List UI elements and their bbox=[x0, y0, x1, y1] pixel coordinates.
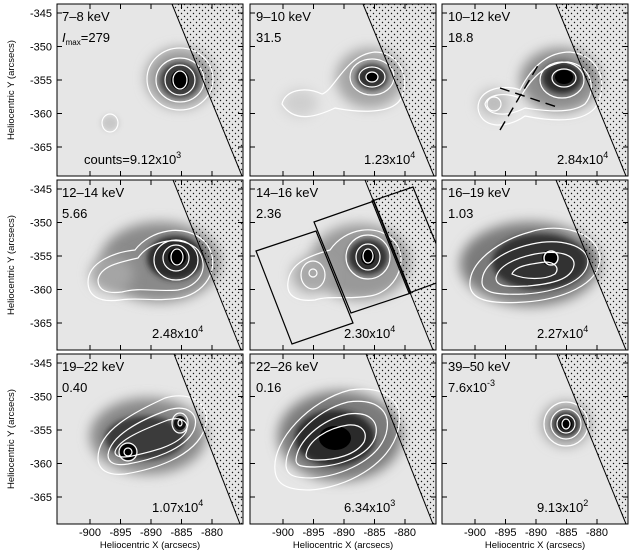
panel-1-energy: 7–8 keV bbox=[62, 9, 110, 24]
panel-6: 16–19 keV 1.03 2.27x104 bbox=[441, 179, 629, 351]
counts-prefix: counts= bbox=[84, 152, 130, 167]
panel-6-energy: 16–19 keV bbox=[448, 185, 510, 200]
panel-2: 9–10 keV 31.5 1.23x104 bbox=[249, 3, 437, 177]
y-tick-label: -345 bbox=[30, 184, 52, 196]
svg-text:1.23x104: 1.23x104 bbox=[364, 150, 415, 167]
imax-symbol: I bbox=[62, 30, 66, 45]
y-axis-label: Heliocentric Y (arcsecs) bbox=[6, 215, 17, 315]
x-axis-label: Heliocentric X (arcsecs) bbox=[293, 540, 393, 550]
svg-text:2.84x104: 2.84x104 bbox=[557, 150, 608, 167]
y-tick-label: -365 bbox=[30, 318, 52, 330]
y-tick-label: -355 bbox=[30, 75, 52, 87]
x-tick-label: -900 bbox=[272, 527, 294, 539]
panel-7-energy: 19–22 keV bbox=[62, 359, 124, 374]
panel-1-counts-exp: 3 bbox=[176, 150, 181, 160]
panel-3-counts: 2.84x10 bbox=[557, 152, 603, 167]
y-tick-label: -345 bbox=[30, 8, 52, 20]
panel-8-counts-exp: 3 bbox=[390, 498, 395, 508]
panel-3-imax: 18.8 bbox=[448, 30, 473, 45]
panel-8-energy: 22–26 keV bbox=[256, 359, 318, 374]
panel-8: 22–26 keV 0.16 6.34x103 bbox=[249, 353, 437, 525]
imax-subscript: max bbox=[66, 38, 81, 47]
panel-7-counts: 1.07x10 bbox=[152, 500, 198, 515]
y-tick-label: -360 bbox=[30, 109, 52, 121]
y-axis-label: Heliocentric Y (arcsecs) bbox=[6, 40, 17, 140]
panel-4: 12–14 keV 5.66 2.48x104 bbox=[56, 179, 244, 351]
panel-4-counts-exp: 4 bbox=[198, 324, 203, 334]
panel-5: 14–16 keV 2.36 2.30x104 bbox=[249, 179, 437, 351]
panel-9-counts: 9.13x10 bbox=[537, 500, 583, 515]
y-tick-label: -355 bbox=[30, 425, 52, 437]
panel-2-imax: 31.5 bbox=[256, 30, 281, 45]
x-tick-label: -885 bbox=[170, 527, 192, 539]
x-tick-label: -895 bbox=[302, 527, 324, 539]
svg-text:counts=9.12x103: counts=9.12x103 bbox=[84, 150, 181, 167]
panel-6-counts: 2.27x10 bbox=[537, 326, 583, 341]
panel-9-imax-exp: -3 bbox=[487, 378, 495, 388]
y-tick-label: -345 bbox=[30, 358, 52, 370]
y-tick-label: -355 bbox=[30, 251, 52, 263]
x-tick-label: -895 bbox=[109, 527, 131, 539]
panel-5-counts-exp: 4 bbox=[390, 324, 395, 334]
x-axis-label: Heliocentric X (arcsecs) bbox=[485, 540, 585, 550]
x-tick-label: -890 bbox=[140, 527, 162, 539]
x-tick-label: -880 bbox=[201, 527, 223, 539]
svg-text:2.27x104: 2.27x104 bbox=[537, 324, 588, 341]
panel-3-counts-exp: 4 bbox=[603, 150, 608, 160]
y-tick-label: -365 bbox=[30, 142, 52, 154]
panel-1-imax: 279 bbox=[88, 30, 110, 45]
panel-6-imax: 1.03 bbox=[448, 206, 473, 221]
x-tick-label: -900 bbox=[79, 527, 101, 539]
panel-7: 19–22 keV 0.40 1.07x104 bbox=[56, 353, 244, 525]
y-tick-label: -365 bbox=[30, 492, 52, 504]
svg-text:1.07x104: 1.07x104 bbox=[152, 498, 203, 515]
svg-text:2.30x104: 2.30x104 bbox=[344, 324, 395, 341]
x-axis-label: Heliocentric X (arcsecs) bbox=[100, 540, 200, 550]
x-tick-label: -900 bbox=[464, 527, 486, 539]
panel-8-counts: 6.34x10 bbox=[344, 500, 390, 515]
panel-3: 10–12 keV 18.8 2.84x104 bbox=[441, 3, 629, 177]
y-tick-label: -350 bbox=[30, 42, 52, 54]
panel-9-imax: 7.6x10 bbox=[448, 380, 487, 395]
panel-5-energy: 14–16 keV bbox=[256, 185, 318, 200]
panel-4-energy: 12–14 keV bbox=[62, 185, 124, 200]
panel-5-imax: 2.36 bbox=[256, 206, 281, 221]
panel-1-counts: 9.12x10 bbox=[130, 152, 176, 167]
y-tick-label: -360 bbox=[30, 285, 52, 297]
panel-7-counts-exp: 4 bbox=[198, 498, 203, 508]
axes: -345 -350 -355 -360 -365 Heliocentric Y (arcs… bbox=[6, 4, 628, 550]
panel-9-energy: 39–50 keV bbox=[448, 359, 510, 374]
panel-4-imax: 5.66 bbox=[62, 206, 87, 221]
panel-5-counts: 2.30x10 bbox=[344, 326, 390, 341]
x-tick-label: -890 bbox=[525, 527, 547, 539]
svg-text:7.6x10-3: 7.6x10-3 bbox=[448, 378, 495, 395]
x-tick-label: -880 bbox=[394, 527, 416, 539]
panel-8-imax: 0.16 bbox=[256, 380, 281, 395]
x-tick-label: -885 bbox=[363, 527, 385, 539]
panel-7-imax: 0.40 bbox=[62, 380, 87, 395]
svg-text:6.34x103: 6.34x103 bbox=[344, 498, 395, 515]
y-tick-label: -350 bbox=[30, 392, 52, 404]
x-tick-label: -895 bbox=[494, 527, 516, 539]
svg-text:2.48x104: 2.48x104 bbox=[152, 324, 203, 341]
panel-9: 39–50 keV 7.6x10-3 9.13x102 bbox=[441, 353, 629, 525]
y-tick-label: -360 bbox=[30, 459, 52, 471]
panel-6-counts-exp: 4 bbox=[583, 324, 588, 334]
svg-text:9.13x102: 9.13x102 bbox=[537, 498, 588, 515]
y-tick-label: -350 bbox=[30, 218, 52, 230]
panel-2-counts: 1.23x10 bbox=[364, 152, 410, 167]
panel-4-counts: 2.48x10 bbox=[152, 326, 198, 341]
x-tick-label: -880 bbox=[586, 527, 608, 539]
panel-3-energy: 10–12 keV bbox=[448, 9, 510, 24]
x-tick-label: -890 bbox=[333, 527, 355, 539]
x-tick-label: -885 bbox=[555, 527, 577, 539]
panel-2-energy: 9–10 keV bbox=[256, 9, 311, 24]
panel-1: 7–8 keV Imax=279 counts=9.12x103 bbox=[56, 3, 244, 177]
panel-2-counts-exp: 4 bbox=[410, 150, 415, 160]
svg-text:Imax=279: Imax=279 bbox=[62, 30, 110, 47]
y-axis-label: Heliocentric Y (arcsecs) bbox=[6, 389, 17, 489]
panel-9-counts-exp: 2 bbox=[583, 498, 588, 508]
